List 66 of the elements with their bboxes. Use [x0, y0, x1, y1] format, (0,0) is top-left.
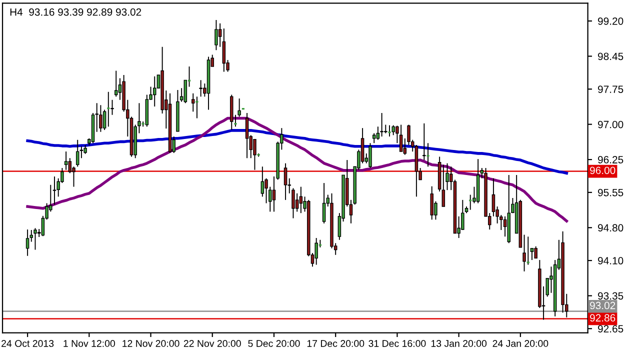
candlestick	[245, 112, 249, 159]
candlestick	[430, 186, 434, 220]
x-tick-label: 17 Dec 20:00	[307, 340, 364, 347]
candlestick	[372, 132, 376, 144]
candlestick	[295, 192, 299, 212]
candlestick	[52, 176, 56, 206]
y-tick-label: 98.45	[598, 52, 624, 60]
candlestick	[80, 146, 84, 159]
candlestick	[34, 228, 37, 250]
x-tick-label: 12 Nov 20:00	[122, 340, 180, 347]
candlestick	[322, 182, 326, 224]
candlestick	[222, 28, 226, 72]
candlestick	[26, 229, 30, 256]
candlestick	[399, 124, 403, 152]
candlestick	[184, 80, 188, 104]
candlestick	[214, 20, 218, 51]
candlestick	[102, 109, 106, 130]
ref-line-label: 93.02	[590, 302, 616, 310]
candlestick	[376, 126, 380, 140]
candlestick	[446, 162, 449, 191]
candlestick	[380, 112, 384, 138]
candlestick	[522, 234, 526, 272]
candlestick	[99, 104, 102, 132]
y-tick-label: 94.80	[598, 224, 624, 232]
candlestick	[534, 246, 538, 259]
y-tick-label: 95.55	[598, 188, 624, 196]
candlestick	[152, 76, 156, 107]
candlestick	[260, 166, 264, 198]
candlestick	[492, 178, 496, 217]
candlestick	[442, 164, 446, 207]
candlestick	[299, 186, 303, 214]
candlestick	[30, 230, 34, 242]
x-tick-label: 13 Jan 20:00	[431, 340, 487, 347]
y-tick-label: 93.35	[598, 292, 624, 300]
x-tick-label: 24 Oct 2013	[2, 340, 54, 347]
candlestick	[368, 142, 372, 168]
candlestick	[530, 248, 534, 261]
candlestick	[422, 122, 426, 160]
x-tick-label: 1 Nov 12:00	[64, 340, 115, 347]
candlestick	[218, 22, 222, 48]
candlestick	[392, 124, 395, 136]
y-tick-label: 94.10	[598, 257, 624, 264]
candlestick	[76, 139, 80, 168]
x-tick-label: 31 Dec 16:00	[368, 340, 426, 347]
ref-line-label: 96.00	[590, 166, 616, 174]
x-tick-label: 22 Nov 20:00	[184, 340, 241, 347]
x-tick-label: 24 Jan 20:00	[492, 340, 548, 347]
candlestick	[68, 158, 72, 174]
y-tick-label: 97.75	[598, 86, 624, 93]
candlestick	[64, 151, 68, 170]
x-tick-label: 5 Dec 20:00	[248, 340, 300, 347]
candlestick	[110, 99, 114, 116]
candlestick	[192, 92, 195, 112]
y-tick-label: 99.20	[598, 18, 624, 25]
chart-title: H4 93.16 93.39 92.89 93.02	[10, 8, 142, 16]
candlestick	[114, 70, 118, 98]
candlestick	[199, 80, 202, 98]
ref-line-label: 92.86	[590, 314, 616, 322]
candlestick	[396, 125, 399, 144]
candlestick	[253, 138, 256, 170]
candlestick	[284, 162, 288, 200]
y-tick-label: 92.65	[598, 325, 624, 332]
y-tick-label: 96.25	[598, 156, 624, 164]
candlestick	[314, 237, 318, 266]
y-tick-label: 97.00	[598, 120, 624, 128]
line-series	[26, 116, 568, 222]
